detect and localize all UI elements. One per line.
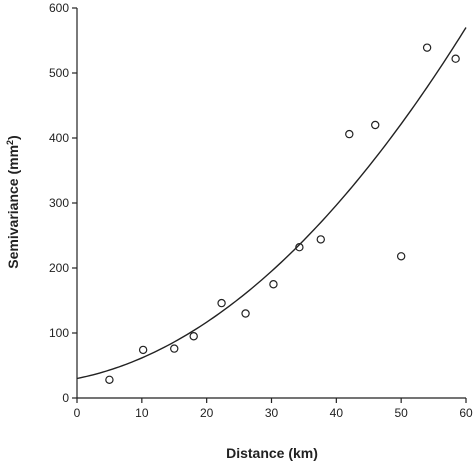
y-axis-title-sup: 2 [5, 140, 15, 145]
y-tick-label: 200 [49, 261, 69, 275]
y-tick-label: 0 [62, 391, 69, 405]
data-point [316, 235, 325, 244]
y-axis-title-close: ) [5, 135, 21, 140]
y-tick-label: 400 [49, 131, 69, 145]
x-tick-label: 60 [459, 406, 473, 420]
data-point [217, 298, 226, 308]
y-tick-label: 500 [49, 66, 69, 80]
data-point [241, 309, 250, 318]
data-point [451, 54, 460, 63]
fit-curve-layer [76, 27, 467, 380]
data-point [295, 242, 304, 252]
data-point [105, 375, 114, 384]
x-tick-label: 30 [265, 406, 279, 420]
x-tick-label: 20 [200, 406, 214, 420]
y-tick-label: 100 [49, 326, 69, 340]
data-point [138, 345, 148, 355]
data-point [396, 252, 406, 261]
fit-curve [76, 27, 467, 380]
data-point [189, 332, 198, 341]
data-point [422, 43, 432, 52]
x-tick-label: 40 [330, 406, 344, 420]
data-point [345, 129, 354, 139]
points-layer [105, 43, 460, 384]
y-tick-label: 600 [49, 1, 69, 15]
y-axis-title: Semivariance (mm2) [5, 135, 21, 268]
x-tick-label: 10 [135, 406, 149, 420]
x-tick-label: 0 [74, 406, 81, 420]
data-point [170, 344, 179, 353]
y-axis-title-main: Semivariance (mm [5, 145, 21, 269]
data-point [371, 120, 380, 130]
x-axis-title: Distance (km) [226, 445, 318, 461]
y-tick-label: 300 [49, 196, 69, 210]
data-point [269, 280, 278, 289]
x-tick-label: 50 [394, 406, 408, 420]
